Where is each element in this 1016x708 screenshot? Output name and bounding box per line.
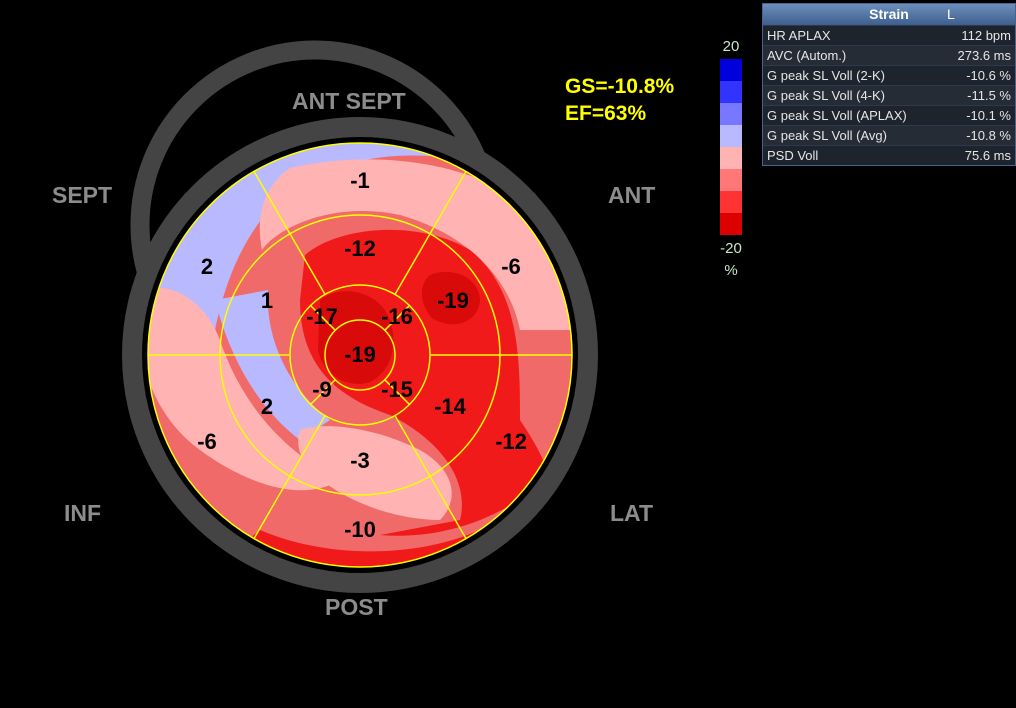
grid-divider-mid-top-left [289, 233, 326, 295]
wall-label-inf: INF [64, 500, 102, 526]
segment-apical-lateral-value: -15 [381, 377, 413, 402]
wall-label-ant: ANT [608, 182, 656, 208]
scale-max-label: 20 [722, 38, 740, 55]
panel-rows: HR APLAX 112 bpm AVC (Autom.) 273.6 ms G pea… [763, 25, 1015, 165]
panel-row: G peak SL Voll (2-K) -10.6 % [763, 65, 1015, 85]
map-blue-upper [148, 143, 572, 330]
grid-divider-mid-bottom-right [394, 415, 431, 477]
panel-row-value: -11.5 % [967, 88, 1011, 103]
grid-divider-apical-lower-left [309, 379, 336, 406]
color-scale-bar [720, 59, 742, 235]
strain-info-panel: Strain L HR APLAX 112 bpm AVC (Autom.) 273.… [762, 3, 1016, 166]
segment-basal-inferior-value: -10 [344, 517, 376, 542]
panel-row-value: 112 bpm [961, 28, 1011, 43]
segment-basal-anteroseptal-value: 2 [201, 254, 213, 279]
grid-divider-basal-top-left [253, 171, 291, 235]
ejection-fraction-text: EF=63% [565, 102, 647, 125]
panel-row-label: G peak SL Voll (2-K) [767, 68, 886, 83]
scale-swatch-3 [720, 125, 742, 147]
segment-mid-inferoseptal-value: 2 [261, 394, 273, 419]
scale-unit-label: % [724, 262, 738, 279]
panel-row-label: AVC (Autom.) [767, 48, 847, 63]
panel-title: Strain [869, 6, 909, 22]
panel-row: AVC (Autom.) 273.6 ms [763, 45, 1015, 65]
grid-divider-mid-bottom-left [289, 415, 326, 477]
panel-row: HR APLAX 112 bpm [763, 25, 1015, 45]
segment-mid-inferior-value: -3 [350, 448, 370, 473]
grid-divider-basal-bottom-left [253, 475, 291, 539]
scale-swatch-6 [720, 191, 742, 213]
scale-swatch-2 [720, 103, 742, 125]
segment-basal-anterolateral-value: -6 [501, 254, 521, 279]
segment-mid-anterolateral-value: -19 [437, 288, 469, 313]
scale-swatch-1 [720, 81, 742, 103]
panel-row-value: 75.6 ms [964, 148, 1011, 163]
scale-swatch-5 [720, 169, 742, 191]
segment-apex-value: -19 [344, 342, 376, 367]
segment-basal-inferolateral-value: -12 [495, 429, 527, 454]
scale-swatch-0 [720, 59, 742, 81]
wall-label-lat: LAT [610, 500, 654, 526]
panel-row: G peak SL Voll (Avg) -10.8 % [763, 125, 1015, 145]
panel-title-glyph: L [947, 6, 955, 22]
grid-divider-basal-top-right [429, 171, 467, 235]
scale-swatch-4 [720, 147, 742, 169]
panel-row-label: HR APLAX [767, 28, 831, 43]
segment-mid-anteroseptal-value: 1 [261, 288, 273, 313]
wall-label-ant-sept: ANT SEPT [292, 88, 406, 114]
panel-row: PSD Voll 75.6 ms [763, 145, 1015, 165]
scale-swatch-7 [720, 213, 742, 235]
panel-row-value: -10.1 % [966, 108, 1011, 123]
map-red-upper-right [421, 271, 480, 325]
segment-mid-anterior-value: -12 [344, 236, 376, 261]
segment-grid [147, 142, 573, 568]
global-strain-text: GS=-10.8% [565, 75, 675, 98]
grid-divider-apical-upper-right [384, 304, 411, 331]
panel-row: G peak SL Voll (APLAX) -10.1 % [763, 105, 1015, 125]
panel-row-value: 273.6 ms [957, 48, 1011, 63]
map-blue-left [215, 290, 330, 440]
segment-mid-inferolateral-value: -14 [434, 394, 467, 419]
segment-basal-inferoseptal-value: -6 [197, 429, 217, 454]
wall-label-post: POST [325, 594, 388, 620]
panel-row-value: -10.8 % [966, 128, 1011, 143]
segment-apical-septal-value: -17 [306, 304, 338, 329]
map-pink-upper [259, 159, 572, 330]
panel-row-value: -10.6 % [966, 68, 1011, 83]
map-pink-center [298, 426, 452, 520]
grid-divider-apical-upper-left [309, 304, 336, 331]
panel-row: G peak SL Voll (4-K) -11.5 % [763, 85, 1015, 105]
scale-min-label: -20 [720, 240, 742, 257]
segment-apical-inferior-value: -9 [312, 377, 332, 402]
panel-header[interactable]: Strain L [763, 4, 1015, 25]
map-pink-left [148, 287, 340, 491]
panel-row-label: PSD Voll [767, 148, 819, 163]
segment-basal-anterior-value: -1 [350, 168, 370, 193]
grid-divider-mid-top-right [394, 233, 431, 295]
grid-ring-apex [324, 319, 396, 391]
grid-divider-apical-lower-right [384, 379, 411, 406]
panel-row-label: G peak SL Voll (APLAX) [767, 108, 907, 123]
map-red-apex [318, 291, 394, 384]
panel-row-label: G peak SL Voll (4-K) [767, 88, 886, 103]
panel-row-label: G peak SL Voll (Avg) [767, 128, 887, 143]
wall-label-sept: SEPT [52, 182, 113, 208]
segment-apical-anterior-value: -16 [381, 304, 413, 329]
grid-divider-basal-bottom-right [429, 475, 467, 539]
